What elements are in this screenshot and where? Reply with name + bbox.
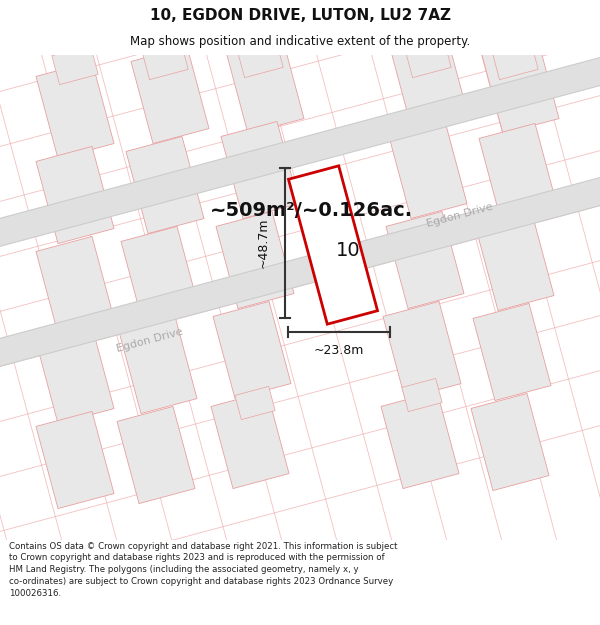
Polygon shape <box>221 121 299 219</box>
Text: ~23.8m: ~23.8m <box>314 344 364 356</box>
Polygon shape <box>0 52 600 249</box>
Polygon shape <box>237 38 283 78</box>
Polygon shape <box>492 41 538 79</box>
Polygon shape <box>391 36 469 134</box>
Polygon shape <box>405 38 451 78</box>
Polygon shape <box>381 391 459 489</box>
Polygon shape <box>36 326 114 424</box>
Polygon shape <box>216 211 294 309</box>
Text: Egdon Drive: Egdon Drive <box>116 326 184 354</box>
Polygon shape <box>126 136 204 234</box>
Polygon shape <box>481 36 559 134</box>
Polygon shape <box>389 121 467 219</box>
Text: Egdon Drive: Egdon Drive <box>425 201 494 229</box>
Polygon shape <box>121 226 199 324</box>
Text: 10, EGDON DRIVE, LUTON, LU2 7AZ: 10, EGDON DRIVE, LUTON, LU2 7AZ <box>149 8 451 23</box>
Polygon shape <box>402 378 442 412</box>
Polygon shape <box>476 214 554 311</box>
Polygon shape <box>383 301 461 399</box>
Polygon shape <box>36 411 114 509</box>
Polygon shape <box>52 46 98 84</box>
Polygon shape <box>0 173 600 369</box>
Polygon shape <box>117 406 195 504</box>
Text: Map shows position and indicative extent of the property.: Map shows position and indicative extent… <box>130 35 470 48</box>
Polygon shape <box>213 301 291 399</box>
Polygon shape <box>142 41 188 79</box>
Polygon shape <box>479 124 557 221</box>
Text: ~48.7m: ~48.7m <box>257 217 269 268</box>
Polygon shape <box>289 166 377 324</box>
Polygon shape <box>36 146 114 244</box>
Text: ~509m²/~0.126ac.: ~509m²/~0.126ac. <box>210 201 413 219</box>
Polygon shape <box>226 36 304 134</box>
Text: 10: 10 <box>335 241 361 259</box>
Polygon shape <box>386 211 464 309</box>
Polygon shape <box>473 304 551 401</box>
Polygon shape <box>36 61 114 159</box>
Polygon shape <box>36 236 114 334</box>
Text: Contains OS data © Crown copyright and database right 2021. This information is : Contains OS data © Crown copyright and d… <box>9 542 398 598</box>
Polygon shape <box>211 391 289 489</box>
Polygon shape <box>119 316 197 414</box>
Polygon shape <box>471 394 549 491</box>
Polygon shape <box>131 46 209 144</box>
Polygon shape <box>235 386 275 419</box>
